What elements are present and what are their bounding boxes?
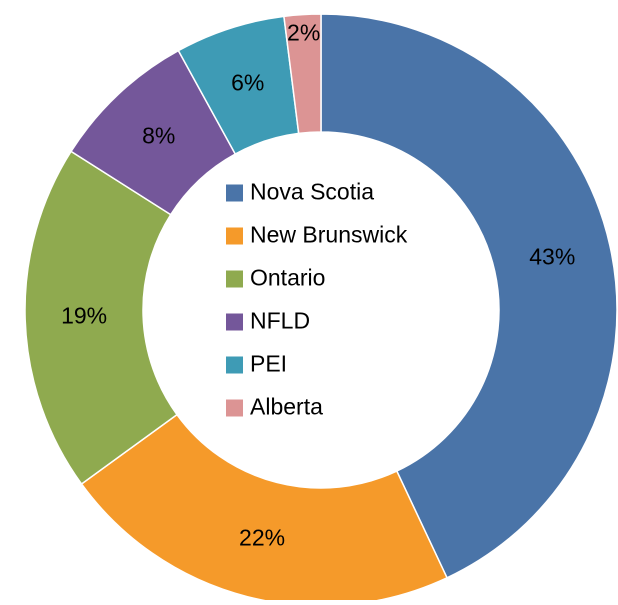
data-label: 22% [239, 525, 285, 551]
donut-segment [24, 150, 179, 486]
legend-swatch [226, 399, 243, 417]
legend-label: NFLD [250, 308, 310, 334]
legend-label: Ontario [250, 265, 325, 291]
legend-label: New Brunswick [250, 222, 408, 248]
data-label: 19% [61, 303, 107, 329]
legend-swatch [226, 227, 243, 245]
legend-label: PEI [250, 351, 287, 377]
donut-segment [283, 13, 322, 135]
legend-swatch [226, 356, 243, 374]
legend-swatch [226, 270, 243, 288]
legend-label: Alberta [250, 394, 323, 420]
data-label: 8% [142, 122, 175, 148]
legend-label: Nova Scotia [250, 179, 374, 205]
donut-segment [80, 413, 449, 605]
data-label: 6% [231, 70, 264, 96]
legend-swatch [226, 184, 243, 202]
data-label: 43% [529, 243, 575, 269]
legend-swatch [226, 313, 243, 331]
data-label: 2% [287, 20, 320, 46]
donut-segment [320, 13, 618, 579]
